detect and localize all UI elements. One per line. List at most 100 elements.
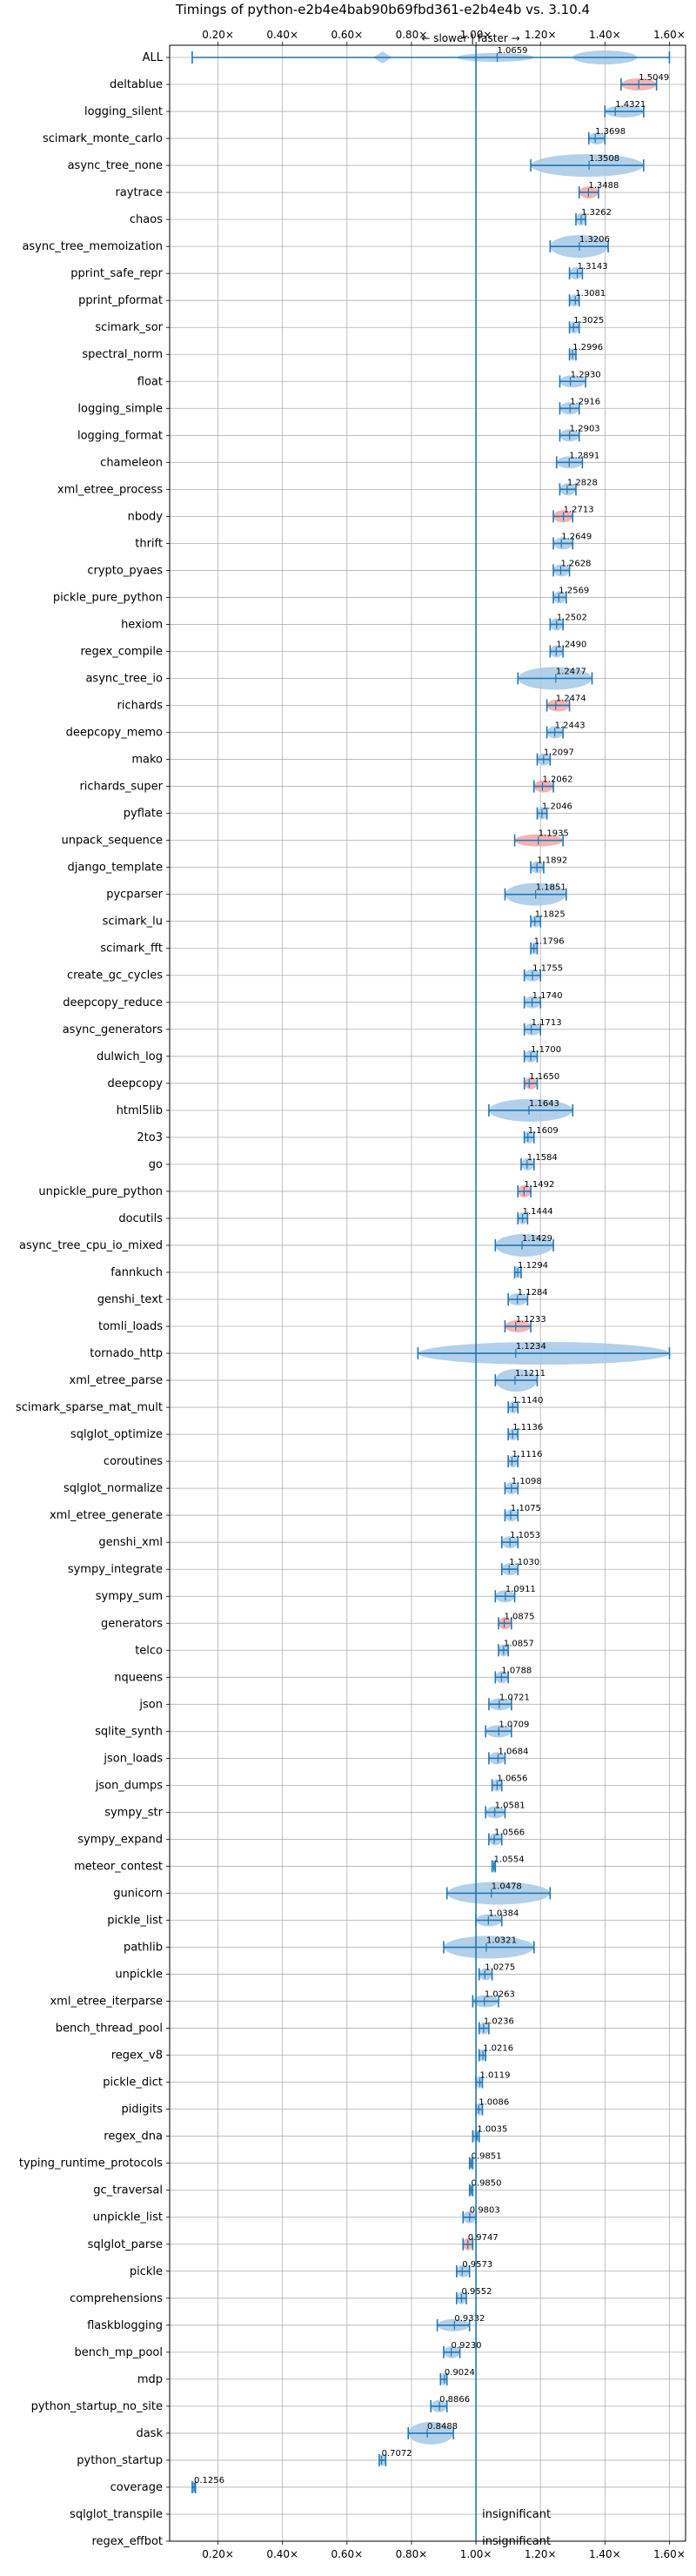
value-label: 1.1116 (512, 1450, 542, 1459)
direction-label: ← slower | faster → (421, 32, 519, 44)
value-label: 1.1234 (516, 1342, 546, 1352)
benchmark-label: pidigits (122, 2103, 164, 2116)
value-label: 1.0857 (504, 1639, 534, 1648)
value-label: 1.0384 (488, 1909, 519, 1919)
value-label: 1.1713 (532, 1018, 562, 1028)
benchmark-label: docutils (118, 1212, 163, 1225)
benchmark-label: crypto_pyaes (87, 564, 163, 577)
benchmark-label: xml_etree_iterparse (50, 1996, 163, 2009)
value-label: 1.0263 (485, 1990, 515, 2000)
data-layer: 1.0659 1.5049 1.4321 1.3698 1.3508 1.3488 1.32… (191, 45, 671, 2548)
value-label: 1.0581 (495, 1801, 525, 1810)
benchmark-label: scimark_fft (100, 943, 163, 956)
value-label: 0.9552 (461, 2287, 492, 2297)
value-label: 1.0236 (484, 2017, 514, 2027)
benchmark-label: go (149, 1158, 163, 1171)
value-label: 1.3488 (588, 181, 619, 191)
value-label: 1.0721 (499, 1693, 530, 1702)
benchmark-label: generators (101, 1617, 163, 1630)
value-label: 1.0275 (485, 1963, 515, 1973)
plot-frame (169, 44, 686, 2542)
benchmark-label: mdp (137, 2373, 163, 2386)
value-label: 1.2996 (572, 343, 603, 352)
benchmark-label: sqlglot_parse (88, 2238, 163, 2251)
benchmark-label: deepcopy_memo (66, 727, 163, 740)
value-label: 1.1892 (537, 856, 567, 866)
value-label: 1.0709 (499, 1720, 529, 1729)
value-label: 1.2828 (567, 478, 598, 487)
x-tick-label-bottom: 1.20× (525, 2548, 557, 2560)
value-label: 1.1075 (511, 1504, 541, 1513)
benchmark-label: spectral_norm (82, 348, 163, 361)
benchmark-label: genshi_xml (98, 1536, 163, 1549)
value-label: 1.5049 (639, 73, 669, 83)
value-label: 1.2628 (560, 559, 591, 568)
value-label: 1.1935 (539, 829, 569, 839)
benchmark-label: scimark_sparse_mat_mult (16, 1401, 163, 1414)
value-label: 0.1256 (194, 2476, 224, 2485)
value-label: 0.9850 (472, 2179, 502, 2189)
benchmark-label: typing_runtime_protocols (19, 2157, 163, 2170)
chart-title: Timings of python-e2b4e4bab90b69fbd361-e… (175, 2, 590, 17)
benchmark-label: dulwich_log (97, 1050, 163, 1063)
axis-layer: 0.20× 0.20× 0.40× 0.40× 0.60× 0.60× 0.80× 0.80×… (16, 29, 686, 2560)
benchmark-label: logging_silent (84, 105, 163, 118)
benchmark-label: float (137, 375, 163, 388)
value-label: 1.2046 (542, 802, 572, 812)
x-tick-label-bottom: 1.60× (653, 2548, 686, 2560)
benchmark-label: sympy_sum (96, 1590, 163, 1603)
benchmark-label: pickle_list (107, 1915, 163, 1928)
benchmark-label: pycparser (106, 889, 163, 902)
value-label: 1.0321 (486, 1936, 517, 1946)
x-tick-label-bottom: 0.80× (396, 2548, 428, 2560)
benchmark-label: create_gc_cycles (67, 969, 163, 983)
value-label: 1.2569 (559, 586, 589, 595)
benchmark-label: sympy_str (104, 1806, 163, 1819)
value-label: 1.1584 (527, 1153, 558, 1163)
value-label: 0.9332 (454, 2314, 485, 2324)
benchmark-label: pickle_dict (103, 2076, 163, 2090)
value-label: 1.1136 (512, 1423, 543, 1432)
value-label: 1.1211 (515, 1369, 545, 1379)
value-label: 1.1098 (512, 1477, 542, 1486)
benchmark-label: hexiom (121, 618, 163, 631)
benchmark-label: meteor_contest (74, 1860, 163, 1873)
value-label: 1.3508 (589, 154, 619, 164)
x-tick-label-top: 1.00× (460, 29, 492, 41)
value-label: 1.1825 (535, 910, 566, 920)
benchmark-label: ALL (143, 51, 164, 64)
value-label: 1.2443 (555, 721, 586, 731)
value-label: 0.9230 (452, 2341, 482, 2351)
value-label: 1.0478 (492, 1882, 522, 1891)
value-label: 1.1755 (532, 964, 563, 974)
value-label: 1.0659 (498, 46, 528, 56)
benchmark-label: scimark_lu (103, 916, 163, 929)
x-tick-label-top: 1.60× (653, 29, 686, 41)
grid-layer (170, 45, 686, 2542)
benchmark-label: async_tree_io (85, 673, 163, 686)
value-label: 0.9803 (470, 2206, 500, 2216)
value-label: 1.0684 (498, 1747, 528, 1756)
benchmark-label: unpack_sequence (61, 835, 163, 848)
benchmark-label: raytrace (115, 186, 163, 199)
value-label: 1.2490 (556, 640, 586, 649)
benchmark-label: deepcopy (107, 1077, 163, 1090)
value-label: 1.1233 (516, 1315, 546, 1325)
benchmark-label: pprint_pformat (78, 294, 163, 307)
benchmark-label: async_tree_cpu_io_mixed (19, 1239, 163, 1252)
benchmark-label: json (138, 1698, 163, 1711)
benchmark-label: nqueens (114, 1671, 163, 1684)
value-label: 1.2916 (570, 397, 600, 406)
x-tick-label-top: 0.80× (396, 29, 428, 41)
insignificant-label: insignificant (482, 2508, 551, 2521)
value-label: 1.1294 (518, 1261, 548, 1271)
value-label: 1.2903 (570, 424, 600, 433)
value-label: 1.0656 (497, 1774, 527, 1783)
benchmark-label: sqlglot_optimize (70, 1428, 163, 1441)
value-label: 1.4321 (615, 100, 646, 110)
x-tick-label-bottom: 1.00× (460, 2548, 492, 2560)
benchmark-label: xml_etree_process (57, 483, 163, 496)
value-label: 0.9024 (445, 2368, 475, 2378)
value-label: 1.2649 (561, 532, 592, 541)
value-label: 1.1284 (518, 1288, 548, 1298)
